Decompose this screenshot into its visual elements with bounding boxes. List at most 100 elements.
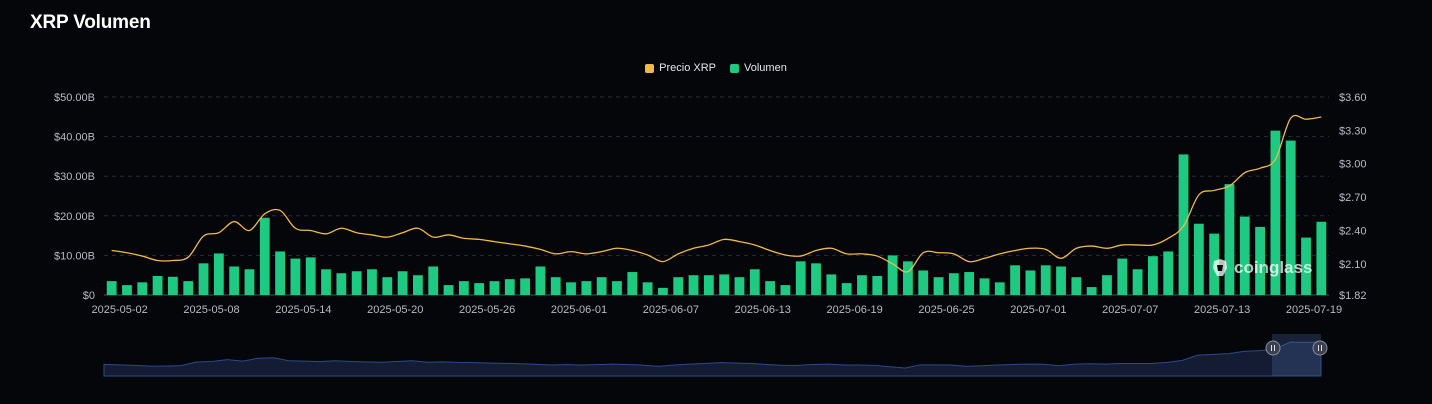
volume-bar (474, 283, 485, 295)
volume-bar (443, 285, 454, 295)
y-right-tick-label: $2.40 (1339, 225, 1367, 237)
y-left-tick-label: $20.00B (54, 211, 95, 223)
volume-bar (887, 255, 898, 295)
volume-bar (765, 281, 775, 295)
volume-bar (152, 275, 163, 295)
legend-label-volume: Volumen (744, 62, 787, 74)
volume-bar (734, 277, 745, 295)
volume-bar (336, 273, 347, 295)
legend-item-price[interactable]: Precio XRP (645, 62, 716, 74)
chart-legend: Precio XRP Volumen (0, 62, 1432, 74)
volume-bar (351, 271, 362, 295)
y-right-tick-label: $3.30 (1339, 125, 1367, 137)
volume-bar (566, 282, 576, 295)
x-tick-label: 2025-06-25 (918, 304, 974, 316)
volume-bar (183, 281, 194, 295)
volume-bar (948, 273, 959, 295)
volume-bar (305, 257, 316, 295)
y-left-tick-label: $40.00B (54, 132, 95, 144)
volume-bar (658, 287, 668, 295)
x-tick-label: 2025-05-14 (275, 304, 331, 316)
volume-bar (1086, 287, 1097, 295)
volume-bar (1117, 258, 1128, 295)
x-tick-label: 2025-07-01 (1010, 304, 1066, 316)
navigator-selection (1272, 334, 1321, 376)
volume-bar (749, 269, 760, 295)
coinglass-logo-icon (1213, 259, 1227, 276)
volume-bar (994, 282, 1005, 295)
volume-bar (1193, 223, 1204, 295)
x-tick-label: 2025-05-02 (92, 304, 148, 316)
volume-bar (1071, 277, 1082, 295)
x-tick-label: 2025-06-01 (551, 304, 607, 316)
volume-bar (1270, 130, 1281, 295)
volume-bar (964, 272, 975, 295)
volume-bar (1178, 154, 1189, 295)
y-left-tick-label: $10.00B (54, 250, 95, 262)
volume-bar (413, 275, 423, 295)
volume-bar (1224, 184, 1235, 295)
page-title: XRP Volumen (30, 12, 151, 33)
volume-bar (795, 261, 806, 295)
x-tick-label: 2025-05-20 (367, 304, 423, 316)
y-left-tick-label: $0 (83, 290, 95, 302)
legend-item-volume[interactable]: Volumen (730, 62, 787, 74)
y-right-tick-label: $3.00 (1339, 159, 1367, 171)
volume-bar (244, 269, 255, 295)
volume-bar (703, 275, 714, 295)
volume-bar (428, 266, 439, 295)
volume-bar (719, 274, 730, 295)
y-right-tick-label: $3.60 (1339, 92, 1367, 104)
x-tick-label: 2025-06-13 (735, 304, 791, 316)
volume-bar (229, 266, 240, 295)
volume-bar (367, 269, 377, 295)
volume-bar (1056, 266, 1066, 295)
volume-bar (550, 277, 561, 295)
volume-bar (198, 263, 209, 295)
volume-bar (688, 275, 699, 295)
volume-bar (458, 281, 469, 295)
volume-bar (1255, 226, 1265, 295)
volume-bar (811, 263, 821, 295)
volume-bar (612, 281, 622, 295)
legend-swatch-price (645, 63, 655, 73)
volume-bar (489, 281, 500, 295)
volume-bar (581, 281, 592, 295)
volume-bar (596, 277, 607, 295)
volume-bar (1102, 275, 1112, 295)
volume-bar (642, 282, 653, 295)
x-tick-label: 2025-07-07 (1102, 304, 1158, 316)
volume-bar (1239, 216, 1250, 295)
volume-bar (826, 274, 837, 295)
volume-bar (1040, 265, 1051, 295)
navigator-handle-right[interactable] (1312, 340, 1328, 356)
watermark-text: coinglass (1234, 258, 1313, 277)
volume-bar (872, 275, 883, 295)
volume-bar (259, 217, 270, 295)
volume-bar (979, 278, 990, 295)
y-left-tick-label: $50.00B (54, 92, 95, 104)
x-tick-label: 2025-06-19 (827, 304, 883, 316)
volume-bar (137, 282, 148, 295)
legend-label-price: Precio XRP (659, 62, 717, 74)
volume-bar (520, 278, 530, 295)
x-tick-label: 2025-06-07 (643, 304, 699, 316)
volume-bar (857, 275, 867, 295)
y-right-tick-label: $2.70 (1339, 192, 1367, 204)
x-tick-label: 2025-05-08 (183, 304, 239, 316)
navigator-area (103, 341, 1322, 377)
navigator-handle-left[interactable] (1265, 340, 1281, 356)
volume-bar (213, 253, 224, 295)
x-tick-label: 2025-07-13 (1194, 304, 1250, 316)
volume-bar (168, 276, 178, 295)
volume-bar (535, 266, 546, 295)
volume-bar (1010, 265, 1020, 295)
volume-bar (1316, 221, 1327, 295)
price-line (111, 114, 1322, 273)
volume-bar (933, 277, 944, 295)
volume-bar (382, 277, 393, 295)
volume-bar (290, 258, 301, 295)
volume-bar (106, 281, 117, 295)
volume-bar (627, 272, 638, 295)
volume-bar (673, 277, 684, 295)
